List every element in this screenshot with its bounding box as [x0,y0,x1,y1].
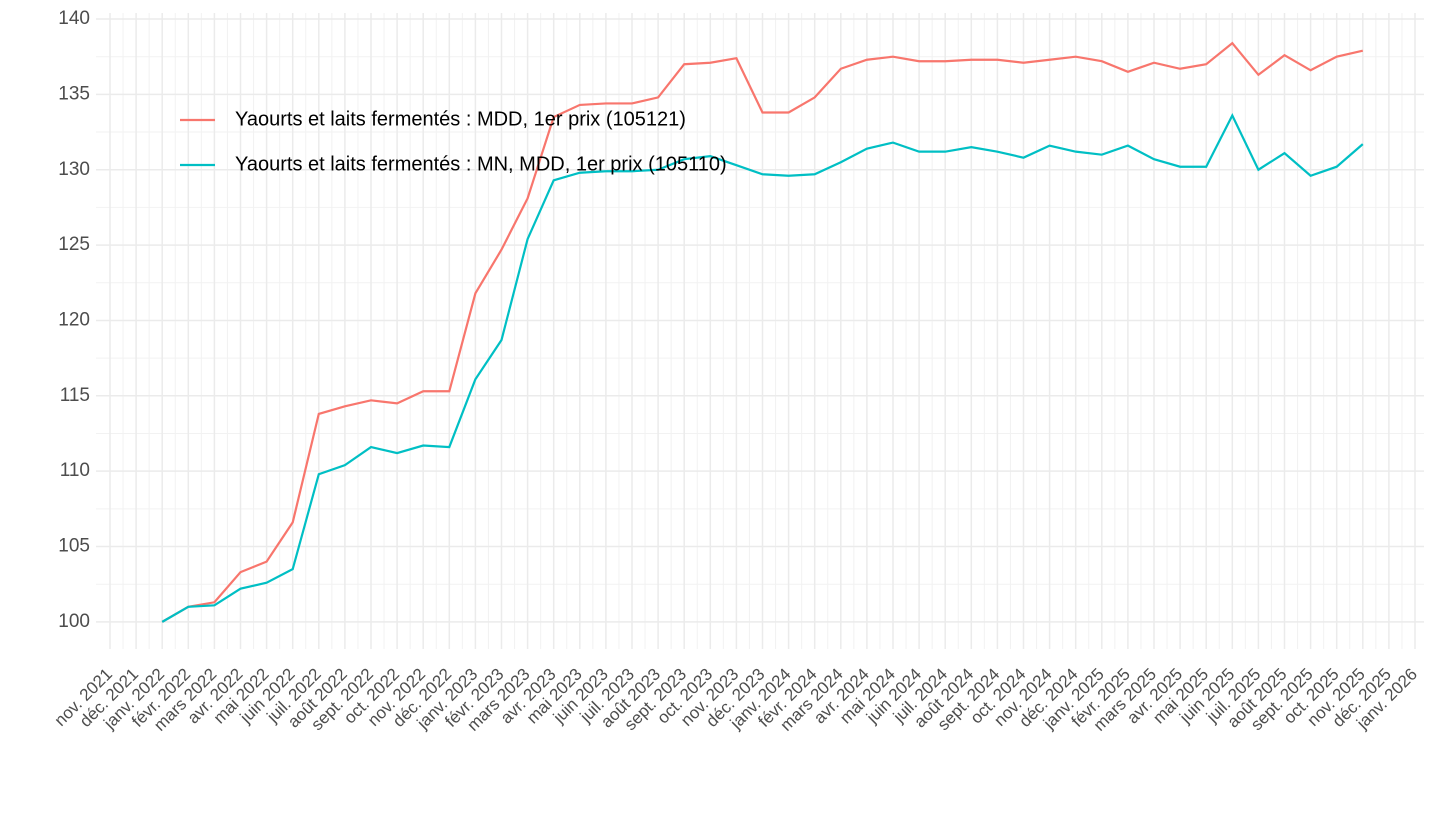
legend-label: Yaourts et laits fermentés : MN, MDD, 1e… [235,153,727,175]
y-tick-label: 115 [60,385,90,406]
y-tick-label: 130 [58,159,90,180]
y-tick-label: 100 [58,611,90,632]
y-tick-label: 105 [58,536,90,557]
series-line [161,41,1364,623]
y-tick-label: 110 [60,460,90,481]
y-tick-label: 140 [58,8,90,29]
series-line [161,113,1364,623]
y-tick-label: 135 [58,83,90,104]
y-tick-label: 120 [58,309,90,330]
legend-label: Yaourts et laits fermentés : MDD, 1er pr… [235,108,686,130]
y-tick-label: 125 [58,234,90,255]
